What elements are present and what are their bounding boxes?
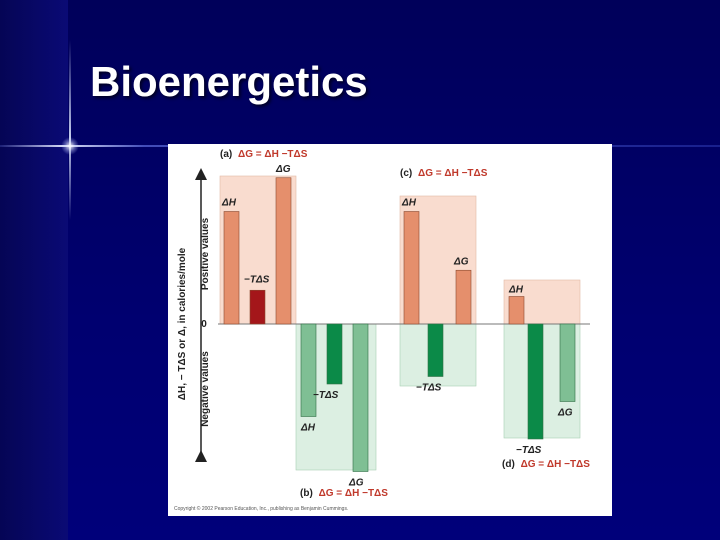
bar-label-a-term: ΔH	[221, 198, 237, 209]
bar-label-d-term: ΔH	[508, 285, 524, 296]
bar-c-result	[455, 269, 472, 325]
panel-a-equation: ΔG = ΔH −TΔS	[238, 149, 308, 160]
panel-d-heading: (d) ΔG = ΔH −TΔS	[502, 459, 590, 470]
bar-label-d-entropy: −TΔS	[516, 445, 542, 456]
light-flare-vertical	[69, 40, 71, 220]
panel-b-heading: (b) ΔG = ΔH −TΔS	[300, 488, 388, 499]
bar-b-result	[352, 323, 369, 472]
slide-left-band	[0, 0, 68, 540]
bar-label-b-entropy: −TΔS	[313, 390, 339, 401]
panel-c-equation: ΔG = ΔH −TΔS	[418, 168, 488, 179]
negative-values-label: Negative values	[200, 351, 211, 427]
bar-d-term	[508, 296, 525, 325]
bar-c-term	[403, 211, 420, 325]
gibbs-energy-chart: ΔH, − TΔS or Δ, in calories/mole Positiv…	[174, 149, 590, 512]
bar-label-c-entropy: −TΔS	[416, 383, 442, 394]
bar-label-d-result: ΔG	[557, 408, 573, 419]
y-axis-label: ΔH, − TΔS or Δ, in calories/mole	[177, 247, 188, 400]
panel-d-equation: ΔG = ΔH −TΔS	[521, 459, 591, 470]
panel-d-label: (d)	[502, 459, 515, 470]
bar-b-entropy	[326, 323, 343, 385]
panel-c-heading: (c) ΔG = ΔH −TΔS	[400, 168, 488, 179]
bar-a-result	[275, 177, 292, 325]
bar-label-b-term: ΔH	[300, 423, 316, 434]
bar-d-result	[559, 323, 576, 402]
bar-a-term	[223, 211, 240, 325]
bar-label-a-result: ΔG	[275, 164, 291, 175]
panel-a-label: (a)	[220, 149, 232, 160]
panel-b-equation: ΔG = ΔH −TΔS	[319, 488, 389, 499]
panel-a-heading: (a) ΔG = ΔH −TΔS	[220, 149, 308, 160]
bar-a-entropy	[249, 289, 266, 325]
bar-d-entropy	[527, 323, 544, 440]
slide-title: Bioenergetics	[90, 58, 368, 105]
zero-label: 0	[201, 319, 207, 330]
bar-label-c-result: ΔG	[453, 256, 469, 267]
figure-panel: ΔH, − TΔS or Δ, in calories/mole Positiv…	[168, 144, 612, 516]
bar-label-b-result: ΔG	[348, 478, 364, 489]
bars-group: ΔH −TΔS ΔG ΔH −TΔS ΔG ΔH −TΔS ΔG ΔH −TΔS ΔG	[221, 164, 576, 489]
light-flare-center	[61, 137, 79, 155]
panel-b-label: (b)	[300, 488, 313, 499]
bar-label-c-term: ΔH	[401, 198, 417, 209]
bar-label-a-entropy: −TΔS	[244, 274, 270, 285]
copyright-notice: Copyright © 2002 Pearson Education, Inc.…	[174, 505, 348, 512]
bar-b-term	[300, 323, 317, 417]
panel-c-label: (c)	[400, 168, 412, 179]
positive-values-label: Positive values	[200, 217, 211, 290]
bar-c-entropy	[427, 323, 444, 377]
